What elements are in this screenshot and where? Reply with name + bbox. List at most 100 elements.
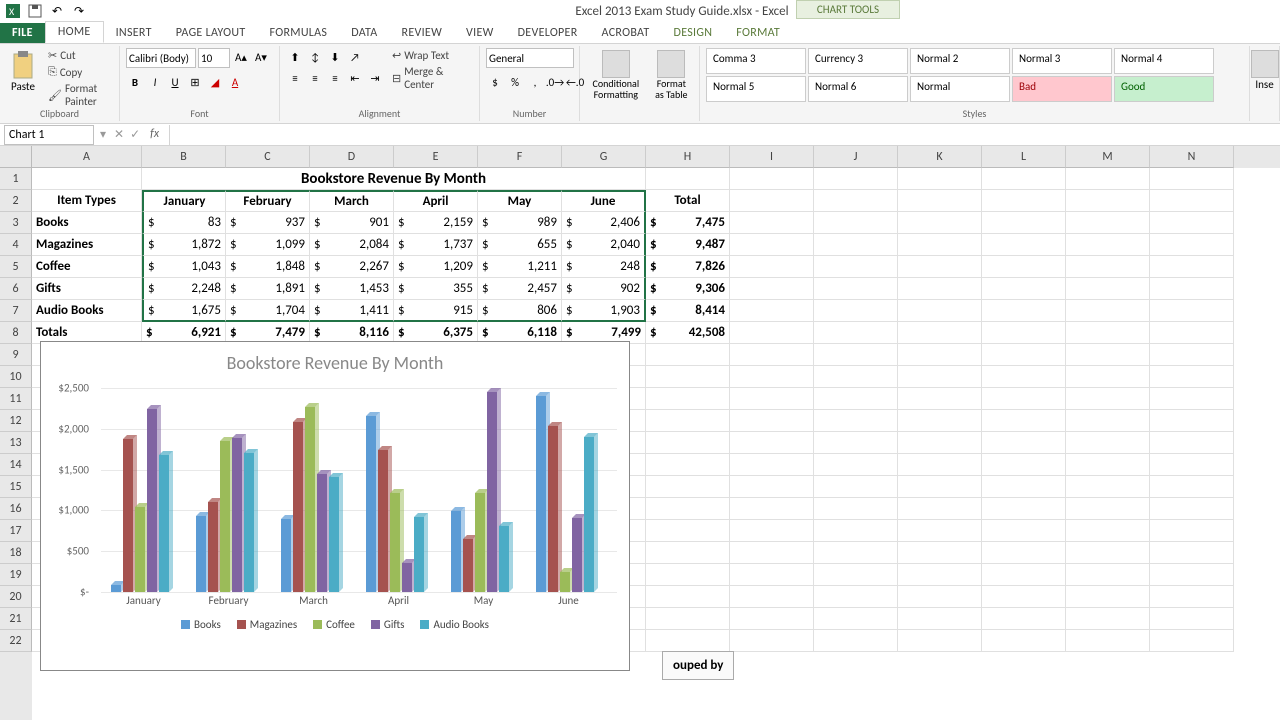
cell[interactable]: $355: [394, 278, 478, 300]
row-header[interactable]: 16: [0, 498, 32, 520]
tab-view[interactable]: VIEW: [454, 23, 506, 43]
comma-icon[interactable]: ,: [526, 73, 544, 91]
cell[interactable]: [730, 542, 814, 564]
cell[interactable]: [730, 586, 814, 608]
row-header[interactable]: 10: [0, 366, 32, 388]
cell[interactable]: [1066, 542, 1150, 564]
row-header[interactable]: 13: [0, 432, 32, 454]
cell[interactable]: [814, 190, 898, 212]
cell[interactable]: [730, 322, 814, 344]
tab-insert[interactable]: INSERT: [104, 23, 164, 43]
bar[interactable]: [317, 474, 327, 592]
col-header[interactable]: L: [982, 146, 1066, 168]
cell[interactable]: [730, 498, 814, 520]
tab-review[interactable]: REVIEW: [390, 23, 455, 43]
tab-formulas[interactable]: FORMULAS: [257, 23, 339, 43]
cell[interactable]: [982, 168, 1066, 190]
bar[interactable]: [281, 519, 291, 592]
cell[interactable]: [1066, 608, 1150, 630]
cell[interactable]: $915: [394, 300, 478, 322]
cell[interactable]: [730, 278, 814, 300]
cell[interactable]: [898, 608, 982, 630]
cell[interactable]: [1150, 344, 1234, 366]
cell[interactable]: [1150, 608, 1234, 630]
indent-dec-icon[interactable]: ⇤: [346, 69, 364, 87]
cell[interactable]: $2,159: [394, 212, 478, 234]
enter-icon[interactable]: ✓: [130, 127, 140, 142]
cell[interactable]: $1,737: [394, 234, 478, 256]
cell[interactable]: $2,040: [562, 234, 646, 256]
cell[interactable]: [1066, 564, 1150, 586]
bar[interactable]: [414, 517, 424, 592]
cell[interactable]: [646, 542, 730, 564]
cell[interactable]: $83: [142, 212, 226, 234]
align-bottom-icon[interactable]: ⬇: [326, 48, 344, 66]
cell[interactable]: [1066, 344, 1150, 366]
cell[interactable]: $1,872: [142, 234, 226, 256]
bar[interactable]: [487, 392, 497, 592]
cell[interactable]: [898, 476, 982, 498]
cell[interactable]: [730, 476, 814, 498]
bar[interactable]: [366, 416, 376, 592]
cell[interactable]: [814, 322, 898, 344]
cell[interactable]: $7,826: [646, 256, 730, 278]
cell[interactable]: [898, 564, 982, 586]
cell[interactable]: [898, 542, 982, 564]
cell[interactable]: [898, 234, 982, 256]
cell[interactable]: $248: [562, 256, 646, 278]
style-normal-2[interactable]: Normal 2: [910, 48, 1010, 74]
row-header[interactable]: 6: [0, 278, 32, 300]
col-header[interactable]: C: [226, 146, 310, 168]
cell[interactable]: [646, 388, 730, 410]
column-headers[interactable]: ABCDEFGHIJKLMN: [32, 146, 1280, 168]
tab-design[interactable]: DESIGN: [662, 23, 725, 43]
style-normal-4[interactable]: Normal 4: [1114, 48, 1214, 74]
cell[interactable]: June: [562, 190, 646, 212]
bar[interactable]: [135, 507, 145, 592]
bar[interactable]: [536, 396, 546, 592]
bar[interactable]: [293, 422, 303, 592]
cell[interactable]: [814, 234, 898, 256]
cell[interactable]: $902: [562, 278, 646, 300]
cell[interactable]: Total: [646, 190, 730, 212]
cell[interactable]: [1066, 388, 1150, 410]
cell[interactable]: [814, 168, 898, 190]
cell[interactable]: [814, 212, 898, 234]
inc-decimal-icon[interactable]: .0→: [546, 73, 564, 91]
bar[interactable]: [232, 438, 242, 592]
bar[interactable]: [208, 502, 218, 592]
cell[interactable]: [730, 344, 814, 366]
cell[interactable]: $806: [478, 300, 562, 322]
col-header[interactable]: K: [898, 146, 982, 168]
cell[interactable]: [646, 476, 730, 498]
cell[interactable]: [814, 454, 898, 476]
cell[interactable]: [982, 410, 1066, 432]
col-header[interactable]: G: [562, 146, 646, 168]
cell[interactable]: $1,891: [226, 278, 310, 300]
bar[interactable]: [475, 493, 485, 592]
bar[interactable]: [499, 526, 509, 592]
cell[interactable]: [646, 454, 730, 476]
cell[interactable]: [1066, 630, 1150, 652]
cell[interactable]: [1150, 476, 1234, 498]
cell[interactable]: [898, 212, 982, 234]
cell[interactable]: [982, 234, 1066, 256]
cell[interactable]: [730, 300, 814, 322]
font-color-button[interactable]: A: [226, 73, 244, 91]
cell[interactable]: [730, 564, 814, 586]
col-header[interactable]: D: [310, 146, 394, 168]
cell[interactable]: [898, 410, 982, 432]
cell[interactable]: [898, 454, 982, 476]
italic-button[interactable]: I: [146, 73, 164, 91]
row-header[interactable]: 17: [0, 520, 32, 542]
cell[interactable]: $8,414: [646, 300, 730, 322]
tab-page-layout[interactable]: PAGE LAYOUT: [164, 23, 258, 43]
bar[interactable]: [220, 441, 230, 592]
row-header[interactable]: 8: [0, 322, 32, 344]
cell[interactable]: [646, 586, 730, 608]
redo-icon[interactable]: ↷: [70, 2, 88, 20]
cell[interactable]: [982, 520, 1066, 542]
cell[interactable]: Item Types: [32, 190, 142, 212]
cell[interactable]: [814, 608, 898, 630]
cell[interactable]: [814, 564, 898, 586]
